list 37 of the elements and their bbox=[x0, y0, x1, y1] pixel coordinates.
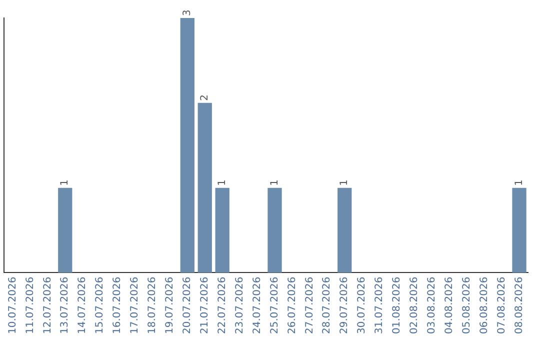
x-tick-label: 31.07.2026 bbox=[374, 276, 386, 334]
x-tick-label: 16.07.2026 bbox=[112, 276, 124, 334]
x-tick-label: 29.07.2026 bbox=[339, 276, 350, 334]
x-tick-label: 12.07.2026 bbox=[42, 276, 54, 334]
x-tick-label: 10.07.2026 bbox=[7, 276, 18, 334]
x-tick-label: 05.08.2026 bbox=[461, 276, 472, 334]
data-label: 1 bbox=[339, 179, 350, 186]
x-tick-label: 24.07.2026 bbox=[252, 276, 263, 334]
x-tick-label: 18.07.2026 bbox=[147, 276, 158, 334]
x-tick-label: 02.08.2026 bbox=[409, 276, 420, 334]
x-tick-label: 25.07.2026 bbox=[269, 276, 280, 334]
x-tick-label: 04.08.2026 bbox=[444, 276, 455, 334]
x-tick-label: 11.07.2026 bbox=[24, 276, 36, 334]
x-tick-label: 26.07.2026 bbox=[286, 276, 298, 334]
x-tick-label: 22.07.2026 bbox=[216, 276, 228, 334]
x-tick-label: 27.07.2026 bbox=[304, 276, 316, 334]
x-tick-label: 21.07.2026 bbox=[199, 276, 210, 334]
x-tick-label: 19.07.2026 bbox=[164, 276, 176, 334]
x-tick-label: 01.08.2026 bbox=[392, 276, 403, 334]
x-tick-label: 28.07.2026 bbox=[322, 276, 333, 334]
x-tick-label: 15.07.2026 bbox=[94, 276, 106, 334]
x-tick-label: 03.08.2026 bbox=[426, 276, 438, 334]
data-label: 1 bbox=[216, 179, 228, 186]
data-label: 1 bbox=[60, 179, 71, 186]
x-tick-label: 06.08.2026 bbox=[478, 276, 490, 334]
data-label: 2 bbox=[199, 94, 210, 101]
data-label: 1 bbox=[269, 179, 280, 186]
data-label: 3 bbox=[182, 10, 193, 16]
data-label: 1 bbox=[514, 179, 525, 186]
x-tick-label: 30.07.2026 bbox=[356, 276, 368, 334]
x-tick-label: 08.08.2026 bbox=[514, 276, 525, 334]
x-tick-label: 17.07.2026 bbox=[130, 276, 141, 334]
x-tick-label: 07.08.2026 bbox=[496, 276, 508, 334]
x-tick-label: 13.07.2026 bbox=[60, 276, 71, 334]
x-tick-label: 14.07.2026 bbox=[77, 276, 88, 334]
x-tick-label: 20.07.2026 bbox=[182, 276, 193, 334]
x-tick-label: 23.07.2026 bbox=[234, 276, 246, 334]
